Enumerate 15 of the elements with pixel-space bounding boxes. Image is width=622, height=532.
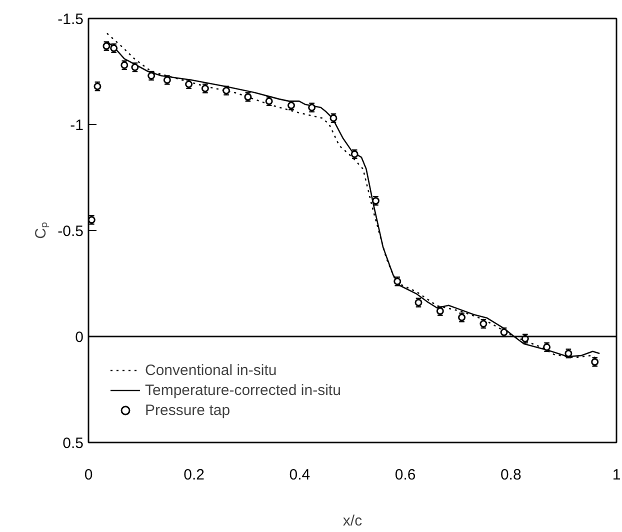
legend-label: Conventional in-situ: [145, 361, 277, 379]
x-tick-label: 0.8: [500, 466, 522, 484]
x-tick-label: 0.2: [184, 466, 205, 484]
y-tick-label: -0.5: [58, 223, 84, 240]
x-tick-label: 1: [612, 466, 621, 484]
y-axis-title: Cₚ: [32, 222, 50, 239]
x-tick-label: 0.4: [289, 466, 310, 484]
y-tick-label: -1.5: [58, 11, 84, 28]
legend-label: Temperature-corrected in-situ: [145, 381, 341, 399]
y-tick-label: 0.5: [62, 435, 84, 452]
y-tick-label: -1: [70, 117, 84, 134]
x-axis-title: x/c: [342, 512, 363, 530]
y-tick-label: 0: [75, 329, 84, 346]
x-tick-label: 0.6: [394, 466, 416, 484]
legend-label: Pressure tap: [145, 401, 230, 419]
